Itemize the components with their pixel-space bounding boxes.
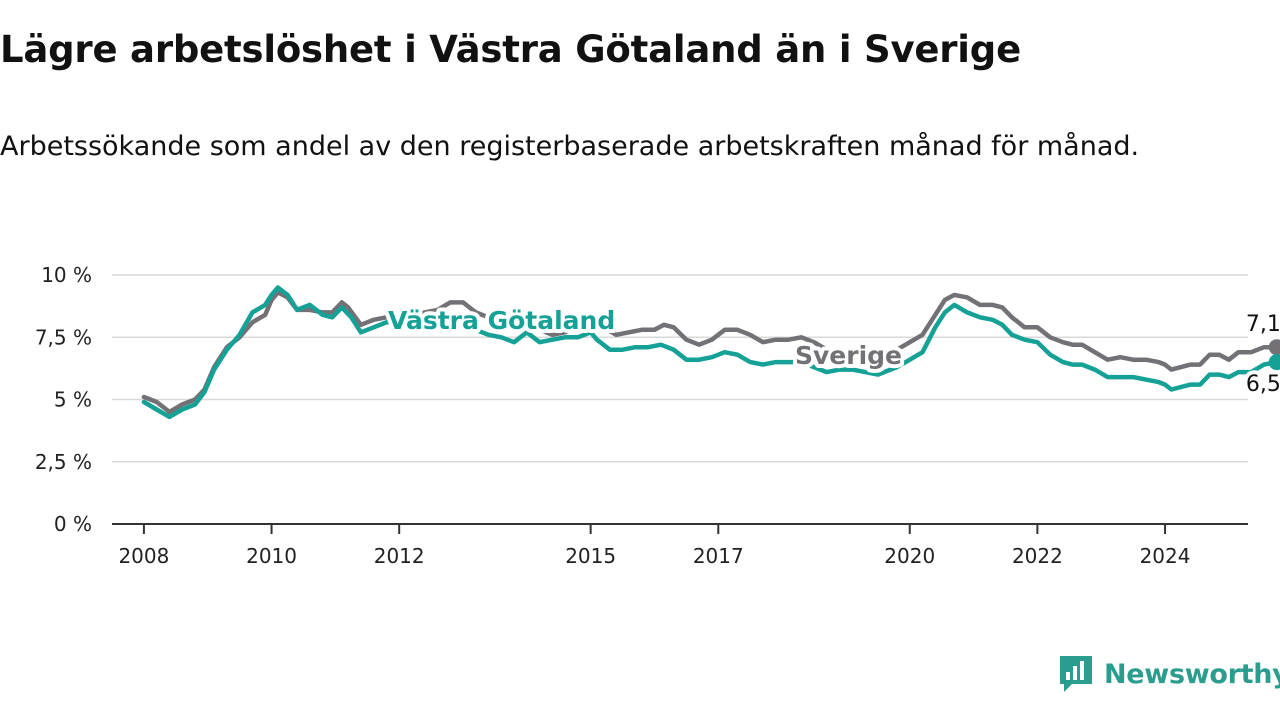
y-tick-label: 5 %	[54, 388, 92, 412]
series-line-v-stra-g-taland	[141, 285, 1279, 420]
x-tick-label: 2022	[1012, 544, 1063, 568]
x-tick-label: 2020	[884, 544, 935, 568]
x-tick-label: 2012	[374, 544, 425, 568]
x-tick-label: 2024	[1140, 544, 1191, 568]
series-labels: Västra Götaland Sverige 7,1 % 6,5 %	[384, 302, 1280, 401]
y-tick-label: 10 %	[41, 263, 92, 287]
series-lines	[141, 285, 1280, 420]
end-label-sverige: 7,1 %	[1246, 312, 1280, 337]
newsworthy-logo: Newsworthy	[1058, 654, 1280, 694]
x-axis: 2008 2010 2012 2015 2017 2020 2022 2024	[112, 523, 1248, 568]
x-tick-label: 2008	[118, 544, 169, 568]
logo-text: Newsworthy	[1104, 658, 1280, 690]
y-tick-label: 2,5 %	[35, 450, 92, 474]
series-label-vastra-gotaland: Västra Götaland	[388, 306, 615, 335]
page-subtitle: Arbetssökande som andel av den registerb…	[0, 131, 1140, 162]
y-axis-labels: 0 % 2,5 % 5 % 7,5 % 10 %	[35, 263, 92, 536]
x-tick-label: 2010	[246, 544, 297, 568]
x-tick-label: 2017	[693, 544, 744, 568]
end-point-sverige	[1268, 339, 1280, 356]
y-tick-label: 0 %	[54, 512, 92, 536]
end-label-vastra-gotaland: 6,5 %	[1246, 372, 1280, 397]
x-tick-label: 2015	[565, 544, 616, 568]
y-tick-label: 7,5 %	[35, 325, 92, 349]
newsworthy-logo-icon	[1060, 656, 1092, 692]
page-title: Lägre arbetslöshet i Västra Götaland än …	[0, 28, 1021, 71]
series-label-sverige: Sverige	[795, 341, 902, 370]
grid-lines	[112, 274, 1248, 463]
end-point-v-stra-g-taland	[1268, 354, 1280, 371]
